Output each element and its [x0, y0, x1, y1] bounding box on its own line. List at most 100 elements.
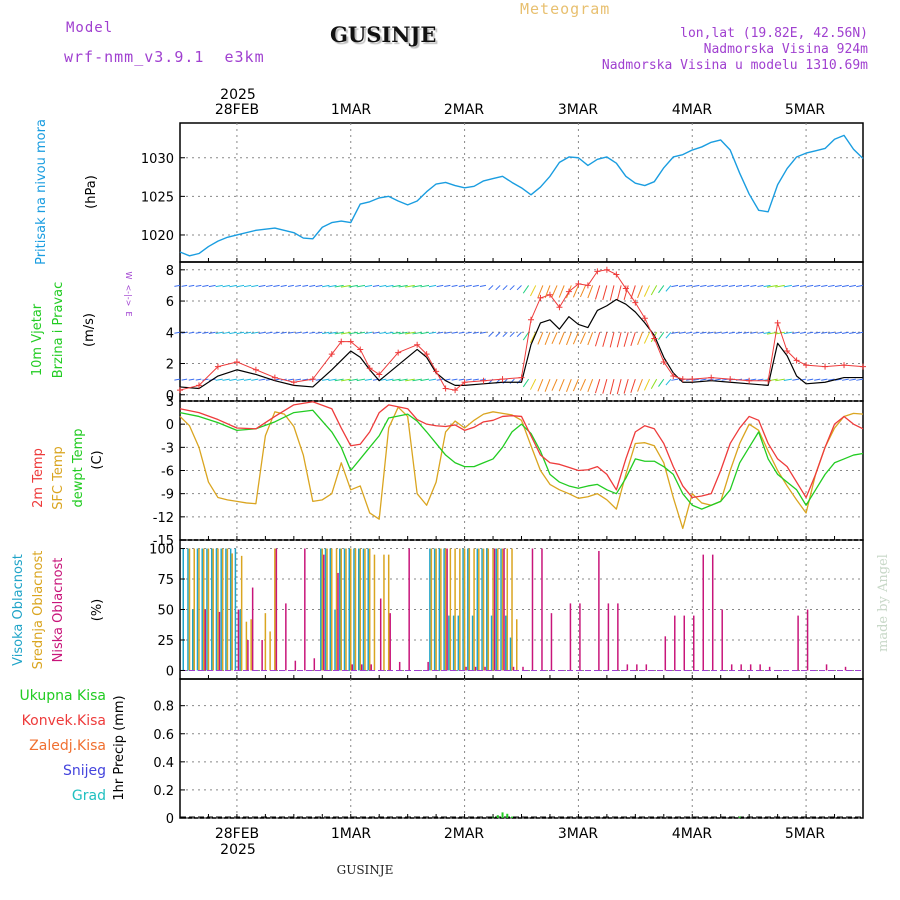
- wind-gust-marker: [575, 280, 582, 287]
- wind-arrow: [537, 378, 544, 392]
- wind-arrow: [572, 332, 579, 345]
- wind-arrow: [807, 378, 814, 381]
- wind-arrow: [643, 285, 651, 297]
- wind-arrow: [587, 332, 594, 346]
- wind-arrow: [287, 284, 294, 287]
- wind-arrow: [783, 378, 792, 382]
- wind-arrow: [273, 284, 280, 288]
- wind-arrow: [405, 284, 415, 288]
- wind-speed-line: [179, 298, 863, 390]
- wind-arrow: [671, 331, 679, 334]
- wind-arrow: [392, 331, 401, 335]
- wind-gust-marker: [660, 358, 667, 365]
- wind-arrow: [693, 331, 700, 334]
- wind-arrow: [529, 285, 537, 297]
- temp-unit: (C): [90, 450, 105, 469]
- wind-arrow: [302, 284, 309, 287]
- wind-arrow: [436, 284, 444, 288]
- wind-arrow: [821, 284, 828, 288]
- wind-gust-marker: [641, 315, 648, 322]
- wind-arrow: [792, 284, 800, 288]
- wind-gust-marker: [679, 376, 686, 383]
- wind-arrow: [856, 378, 864, 381]
- wind-gust-marker: [556, 304, 563, 311]
- y-tick-label: 0: [166, 389, 174, 404]
- wind-gust-marker: [195, 382, 202, 389]
- watermark: made by Angel: [876, 554, 891, 652]
- wind-gust-marker: [271, 374, 278, 381]
- wind-arrow: [385, 331, 394, 335]
- wind-arrow: [609, 332, 615, 348]
- y-tick-label: 1020: [141, 229, 174, 244]
- wind-arrow: [334, 331, 344, 335]
- wind-arrow: [405, 378, 415, 382]
- wind-gust-line: [179, 269, 864, 391]
- wind-arrow: [315, 284, 323, 288]
- wind-arrow: [398, 331, 408, 335]
- wind-gust-marker: [177, 387, 183, 394]
- wind-arrow: [385, 284, 394, 288]
- wind-arrow: [849, 331, 856, 334]
- wind-arrow: [444, 331, 451, 334]
- wind-arrow: [544, 378, 551, 392]
- wind-gust-marker: [727, 376, 734, 383]
- wind-arrow: [502, 378, 508, 384]
- wind-arrow: [665, 285, 672, 292]
- wind-arrow: [222, 331, 230, 335]
- model-name: wrf-nmm_v3.9.1 e3km: [64, 48, 265, 66]
- wind-arrow: [428, 331, 437, 335]
- wind-arrow: [392, 378, 401, 382]
- wind-arrow: [222, 284, 230, 288]
- wind-arrow: [465, 331, 472, 334]
- wind-arrow: [609, 285, 615, 301]
- wind-gust-marker: [565, 288, 572, 295]
- wind-arrow: [472, 378, 479, 381]
- wind-arrow: [229, 284, 238, 288]
- year-label-top: 2025: [220, 87, 256, 103]
- wind-arrow: [509, 285, 515, 291]
- wind-arrow: [743, 284, 750, 287]
- wind-arrow: [814, 378, 821, 381]
- wind-gust-marker: [546, 291, 553, 298]
- y-tick-label: 100: [149, 543, 174, 558]
- day-label-top: 28FEB: [215, 102, 259, 118]
- wind-arrow: [750, 378, 757, 381]
- wind-arrow: [202, 331, 209, 334]
- wind-arrow: [630, 378, 636, 393]
- wind-arrow: [594, 332, 601, 347]
- meteogram-subtitle: Meteogram: [520, 0, 611, 18]
- wind-arrow: [522, 331, 530, 341]
- day-label-top: 3MAR: [558, 102, 599, 118]
- wind-gust-marker: [622, 285, 629, 292]
- wind-arrow: [678, 331, 686, 334]
- wind-arrow: [594, 378, 601, 394]
- wind-arrow: [783, 284, 792, 288]
- wind-ylabel: 10m Vjetar: [30, 303, 45, 376]
- wind-arrow: [700, 378, 707, 381]
- wind-arrow: [509, 331, 515, 338]
- wind-arrow: [775, 284, 785, 288]
- data-layer: [174, 134, 866, 818]
- wind-arrow: [412, 331, 422, 335]
- wind-arrow: [265, 284, 273, 288]
- wind-arrow: [783, 331, 792, 335]
- wind-arrow: [479, 331, 487, 334]
- wind-compass: W <-|-> E: [124, 271, 133, 316]
- wind-arrow: [356, 378, 366, 382]
- wind-arrow: [222, 378, 230, 381]
- wind-arrow: [472, 284, 479, 287]
- wind-arrow: [828, 331, 835, 334]
- wind-arrow: [334, 378, 344, 382]
- y-tick-label: 50: [157, 604, 174, 619]
- wind-gust-marker: [452, 387, 459, 394]
- wind-arrow: [658, 331, 665, 340]
- wind-arrow: [757, 378, 764, 381]
- wind-arrow: [243, 331, 252, 335]
- wind-arrow: [379, 331, 387, 335]
- wind-arrow: [700, 284, 707, 288]
- wind-gust-marker: [603, 266, 610, 273]
- footer-station: GUSINJE: [337, 863, 394, 877]
- wind-arrow: [516, 285, 522, 291]
- wind-arrow: [321, 284, 330, 288]
- wind-arrow: [356, 284, 366, 288]
